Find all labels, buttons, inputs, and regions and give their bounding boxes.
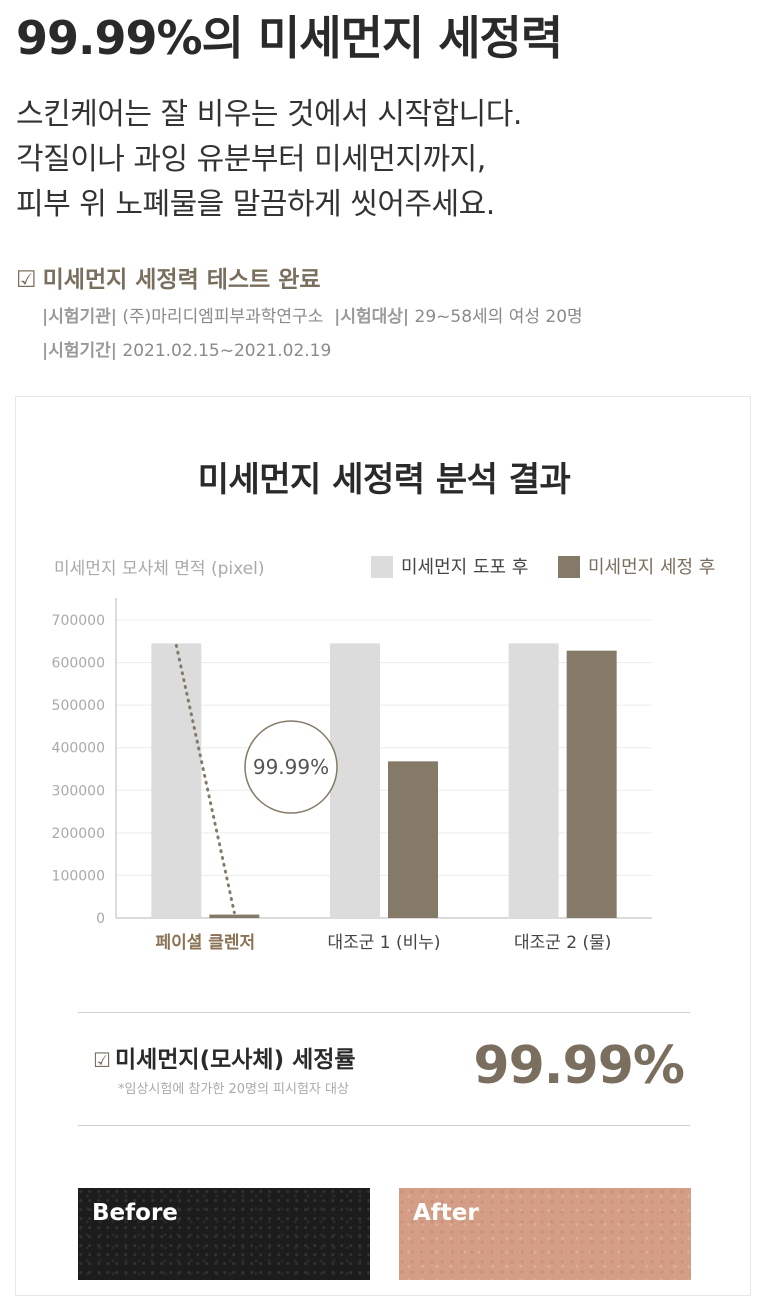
bar	[388, 761, 438, 918]
reduction-label: 99.99%	[253, 755, 329, 779]
y-tick-label: 200000	[52, 826, 105, 842]
y-tick-label: 0	[96, 911, 105, 927]
checkbox-icon: ☑	[16, 267, 37, 293]
legend-item-applied: 미세먼지 도포 후	[371, 553, 528, 579]
subject-label: |시험대상|	[334, 307, 410, 327]
divider	[78, 1125, 690, 1126]
y-tick-label: 600000	[52, 656, 105, 672]
x-tick-label: 대조군 2 (물)	[514, 933, 611, 953]
period-value: 2021.02.15~2021.02.19	[122, 341, 332, 361]
legend-swatch	[371, 556, 393, 578]
chart-title: 미세먼지 세정력 분석 결과	[197, 460, 571, 500]
intro-line: 스킨케어는 잘 비우는 것에서 시작합니다.	[16, 97, 522, 132]
bar	[330, 643, 380, 918]
result-label-text: 미세먼지(모사체) 세정률	[114, 1047, 356, 1073]
intro-line: 피부 위 노폐물을 말끔하게 씻어주세요.	[16, 187, 495, 222]
y-tick-label: 100000	[52, 868, 105, 884]
headline: 99.99%의 미세먼지 세정력	[16, 11, 563, 65]
intro-line: 각질이나 과잉 유분부터 미세먼지까지,	[16, 142, 486, 177]
test-meta-row: |시험기간| 2021.02.15~2021.02.19	[42, 336, 331, 361]
test-title: ☑ 미세먼지 세정력 테스트 완료	[16, 260, 321, 294]
after-label: After	[413, 1200, 479, 1226]
bar	[151, 643, 202, 918]
legend-label: 미세먼지 세정 후	[588, 557, 716, 578]
intro-text: 스킨케어는 잘 비우는 것에서 시작합니다. 각질이나 과잉 유분부터 미세먼지…	[16, 92, 756, 227]
x-tick-label: 페이셜 클렌저	[155, 933, 255, 953]
reduction-bubble	[244, 720, 338, 814]
y-tick-label: 700000	[52, 613, 105, 629]
legend-item-cleansed: 미세먼지 세정 후	[558, 553, 715, 579]
institution-label: |시험기관|	[42, 307, 117, 327]
institution-value: (주)마리디엠피부과학연구소	[122, 307, 324, 327]
result-note: *임상시험에 참가한 20명의 피시험자 대상	[118, 1082, 349, 1097]
y-tick-label: 300000	[52, 783, 105, 799]
bar	[508, 643, 559, 918]
bar-chart: 0 100000 200000 300000 400000 500000 600000 700…	[52, 598, 652, 953]
subject-value: 29~58세의 여성 20명	[414, 307, 583, 327]
test-meta-row: |시험기관| (주)마리디엠피부과학연구소 |시험대상| 29~58세의 여성 …	[42, 302, 583, 327]
before-photo: Before	[78, 1188, 370, 1280]
x-tick-label: 대조군 1 (비누)	[327, 933, 440, 953]
y-tick-label: 500000	[52, 698, 105, 714]
before-label: Before	[92, 1200, 178, 1226]
period-label: |시험기간|	[42, 341, 117, 361]
legend-swatch	[558, 556, 580, 578]
chart-card	[15, 396, 751, 1296]
legend-label: 미세먼지 도포 후	[401, 557, 529, 578]
y-tick-label: 400000	[52, 741, 105, 757]
after-photo: After	[399, 1188, 691, 1280]
result-label: ☑ 미세먼지(모사체) 세정률	[93, 1040, 356, 1074]
y-axis-label: 미세먼지 모사체 면적 (pixel)	[54, 559, 265, 579]
bar	[209, 914, 260, 918]
test-title-text: 미세먼지 세정력 테스트 완료	[42, 267, 321, 293]
checkbox-icon: ☑	[93, 1048, 111, 1072]
bar	[566, 650, 617, 918]
result-value: 99.99%	[473, 1036, 685, 1096]
divider	[78, 1012, 690, 1013]
